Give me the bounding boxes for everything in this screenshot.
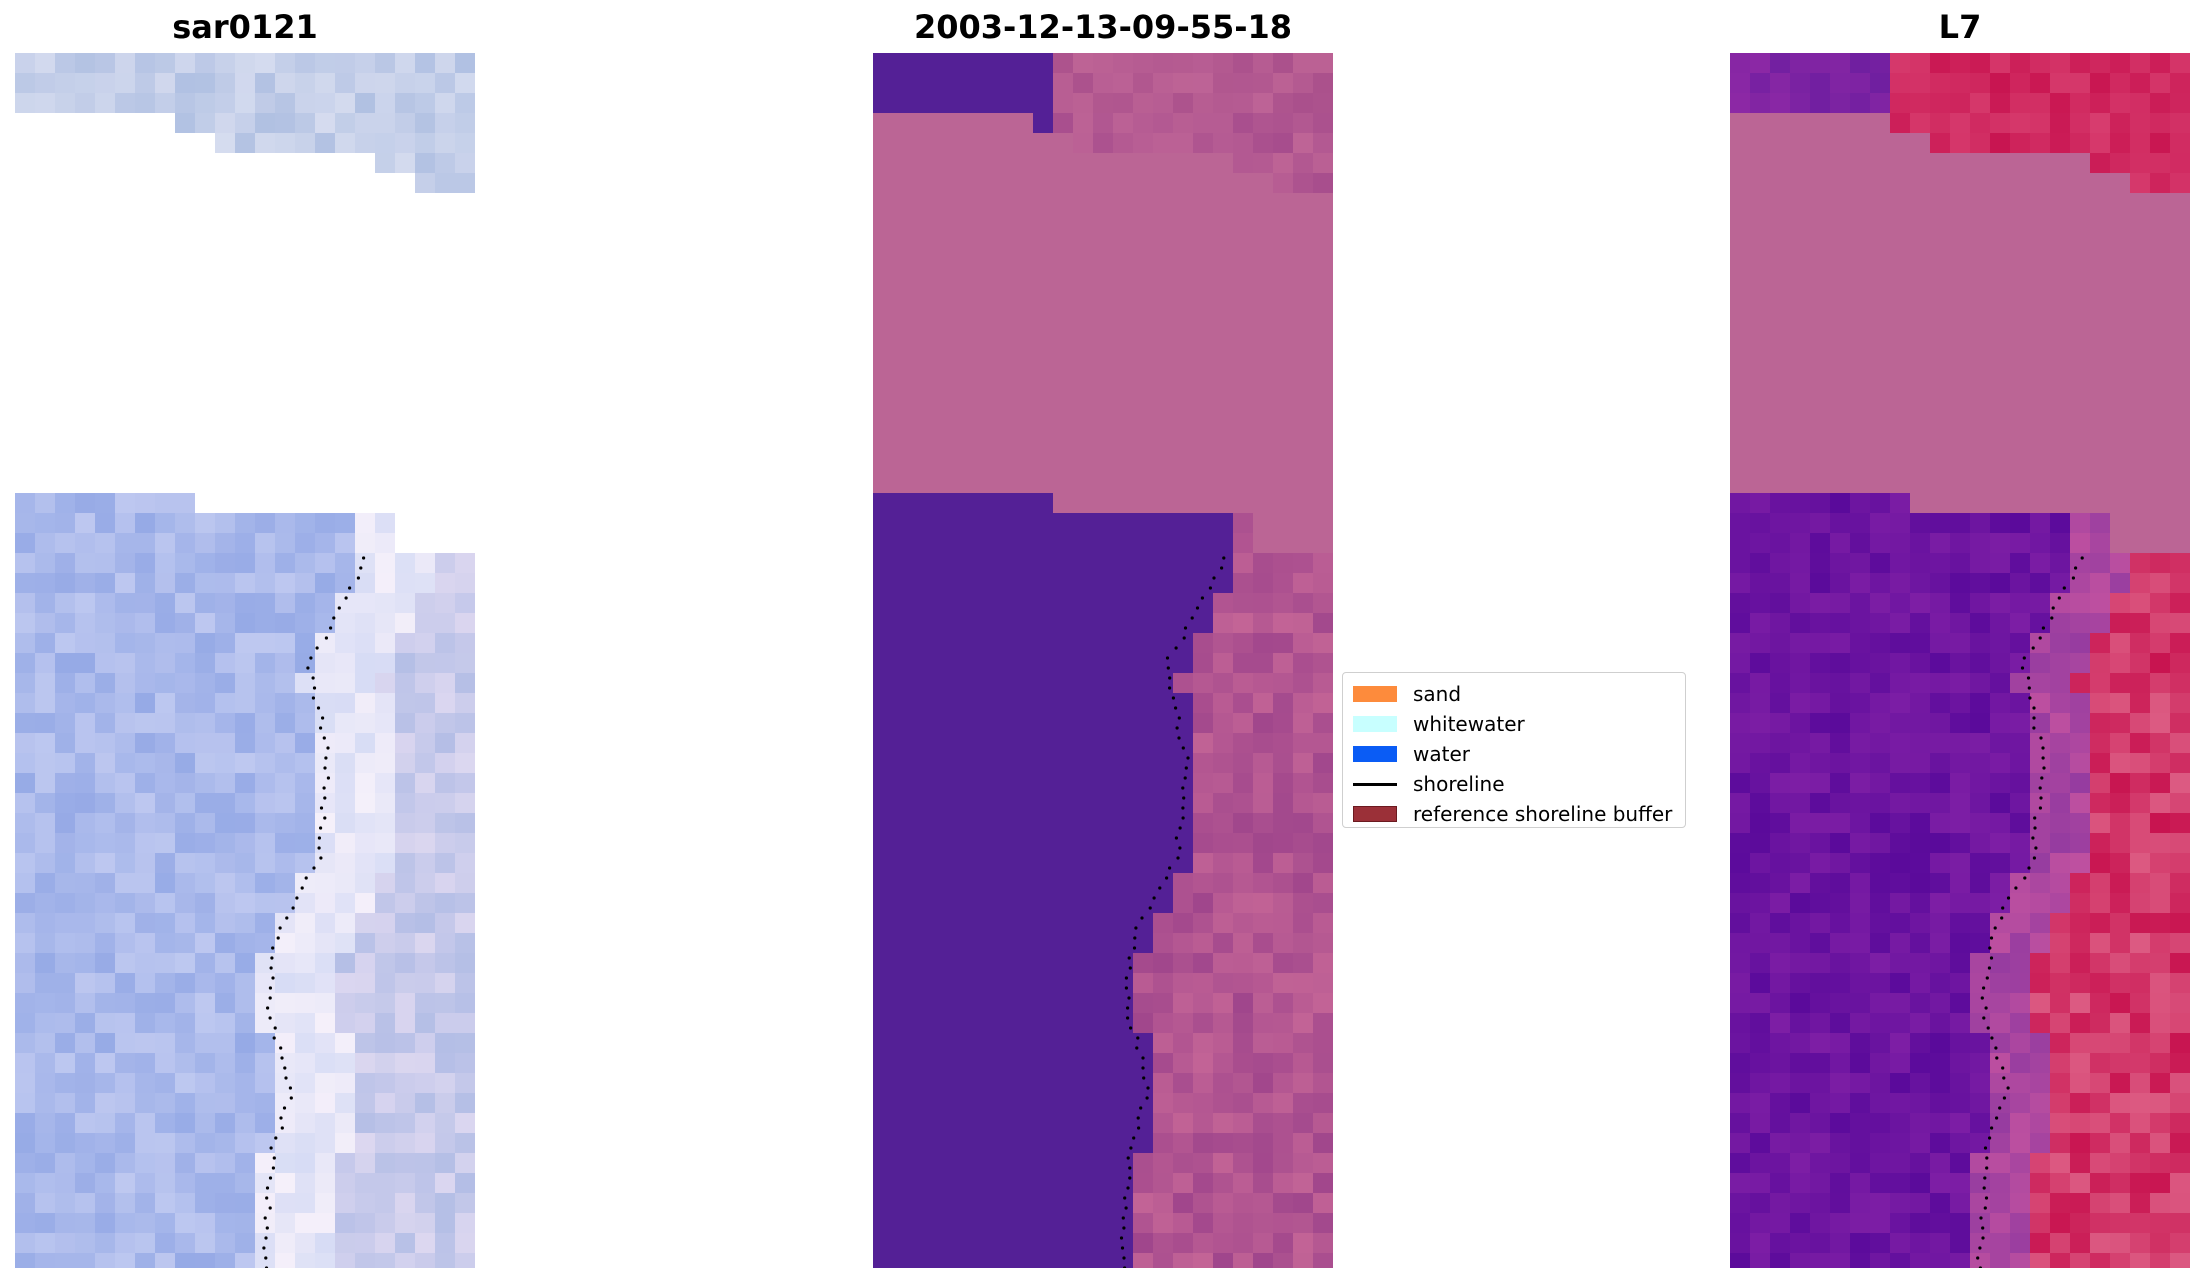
legend-swatch-water <box>1353 746 1397 762</box>
index-panel: L7 <box>1730 0 2190 1283</box>
classification-panel: 2003-12-13-09-55-18 <box>873 0 1333 1283</box>
rgb-image <box>15 53 475 1268</box>
legend-label-reference-buffer: reference shoreline buffer <box>1413 802 1673 826</box>
legend-swatch-reference-buffer <box>1353 806 1397 822</box>
legend-label-sand: sand <box>1413 682 1462 706</box>
legend-item-whitewater: whitewater <box>1353 709 1675 739</box>
legend: sand whitewater water shoreline referenc… <box>1342 672 1686 828</box>
panel-title-satellite: L7 <box>1938 8 1982 46</box>
rgb-panel: sar0121 <box>15 0 475 1283</box>
legend-label-whitewater: whitewater <box>1413 712 1525 736</box>
index-image <box>1730 53 2190 1268</box>
panel-title-rgb: sar0121 <box>172 8 318 46</box>
legend-label-water: water <box>1413 742 1470 766</box>
legend-item-water: water <box>1353 739 1675 769</box>
legend-line-shoreline <box>1353 782 1397 786</box>
legend-swatch-whitewater <box>1353 716 1397 732</box>
legend-item-shoreline: shoreline <box>1353 769 1675 799</box>
legend-swatch-sand <box>1353 686 1397 702</box>
rgb-image-canvas <box>15 53 475 1268</box>
classification-image <box>873 53 1333 1268</box>
panel-title-date: 2003-12-13-09-55-18 <box>913 8 1293 46</box>
legend-label-shoreline: shoreline <box>1413 772 1505 796</box>
classification-image-canvas <box>873 53 1333 1268</box>
legend-item-reference-buffer: reference shoreline buffer <box>1353 799 1675 829</box>
index-image-canvas <box>1730 53 2190 1268</box>
legend-item-sand: sand <box>1353 679 1675 709</box>
